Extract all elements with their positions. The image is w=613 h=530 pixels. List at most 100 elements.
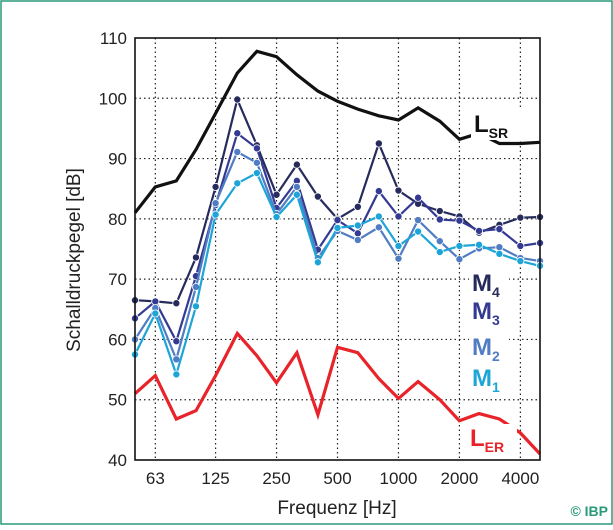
series-label-main: L [474,111,489,138]
series-label-sub: 3 [492,312,500,328]
y-tick-label: 110 [100,29,127,48]
data-point-M4 [374,139,383,148]
y-tick-label: 80 [108,210,127,229]
data-point-M3 [374,187,383,196]
x-tick-label: 125 [201,469,229,488]
series-label-background [471,110,521,140]
data-point-M2 [353,235,362,244]
data-point-M3 [252,144,261,153]
data-point-M1 [475,240,484,249]
data-point-M4 [292,160,301,169]
data-point-M1 [233,179,242,188]
data-point-M4 [233,95,242,104]
data-point-M3 [455,216,464,225]
data-point-M1 [252,169,261,178]
data-point-M3 [172,337,181,346]
data-point-M4 [353,202,362,211]
y-tick-label: 60 [108,330,127,349]
data-point-M1 [191,302,200,311]
series-label-background [469,269,509,299]
data-point-M1 [374,212,383,221]
data-point-M3 [151,297,160,306]
data-point-M4 [211,182,220,191]
data-point-M3 [435,215,444,224]
data-point-M3 [495,225,504,234]
data-point-M4 [313,192,322,201]
data-point-M4 [172,299,181,308]
y-axis-title: Schalldruckpegel [dB] [64,168,85,352]
series-label-LSR: LSR [474,111,508,141]
data-point-M1 [333,223,342,232]
series-label-M2: M2 [472,334,500,364]
x-axis-title: Frequenz [Hz] [277,498,396,519]
data-point-M1 [353,221,362,230]
x-tick-label: 2000 [441,469,479,488]
series-label-M1: M1 [472,365,500,395]
data-point-M1 [455,241,464,250]
series-label-sub: ER [485,439,504,455]
ticks: 40 50 60 70 80 90 100 110 63 125 250 500 1000 2000 400… [99,29,540,488]
data-point-M2 [233,147,242,156]
y-tick-label: 70 [108,270,127,289]
series-label-background [469,297,509,327]
series-label-sub: 2 [492,348,500,364]
series-label-M4: M4 [472,270,500,300]
series-label-sub: 4 [492,284,500,300]
data-point-M1 [151,309,160,318]
series-label-background [467,424,517,454]
data-point-M2 [394,254,403,263]
data-point-M3 [414,193,423,202]
data-point-M3 [394,212,403,221]
data-point-M1 [414,227,423,236]
x-tick-label: 63 [146,469,165,488]
x-tick-label: 250 [262,469,290,488]
series-label-M3: M3 [472,298,500,328]
data-point-M2 [211,199,220,208]
data-point-M2 [455,255,464,264]
series-label-main: M [472,334,492,361]
data-point-M1 [313,258,322,267]
data-point-M4 [394,186,403,195]
series-label-main: M [472,298,492,325]
data-point-M2 [495,243,504,252]
data-point-M2 [292,182,301,191]
data-point-M1 [435,248,444,257]
data-point-M1 [172,370,181,379]
data-point-M1 [394,241,403,250]
x-tick-label: 500 [323,469,351,488]
copyright-label: © IBP [570,503,608,519]
data-point-M3 [233,129,242,138]
data-point-M4 [191,253,200,262]
plot-area-border [134,37,541,461]
series-label-sub: 1 [492,379,500,395]
data-point-M3 [353,229,362,238]
y-tick-label: 40 [108,451,127,470]
y-tick-label: 90 [108,150,127,169]
grid [135,38,540,460]
data-point-M3 [516,241,525,250]
series-label-sub: SR [489,125,508,141]
data-point-M4 [435,207,444,216]
y-tick-label: 100 [99,89,127,108]
data-point-M1 [495,249,504,258]
data-point-M2 [374,223,383,232]
data-point-M2 [414,216,423,225]
x-tick-label: 1000 [380,469,418,488]
series-label-LER: LER [470,425,504,455]
data-point-M1 [516,257,525,266]
series [130,49,545,456]
data-point-M3 [475,226,484,235]
data-point-M3 [333,216,342,225]
series-label-background [469,364,509,394]
series-label-background [469,333,509,363]
data-point-M1 [272,213,281,222]
series-line-LER [133,330,542,456]
series-label-main: M [472,365,492,392]
data-point-M1 [292,190,301,199]
y-tick-label: 50 [108,391,127,410]
x-tick-label: 4000 [501,469,539,488]
